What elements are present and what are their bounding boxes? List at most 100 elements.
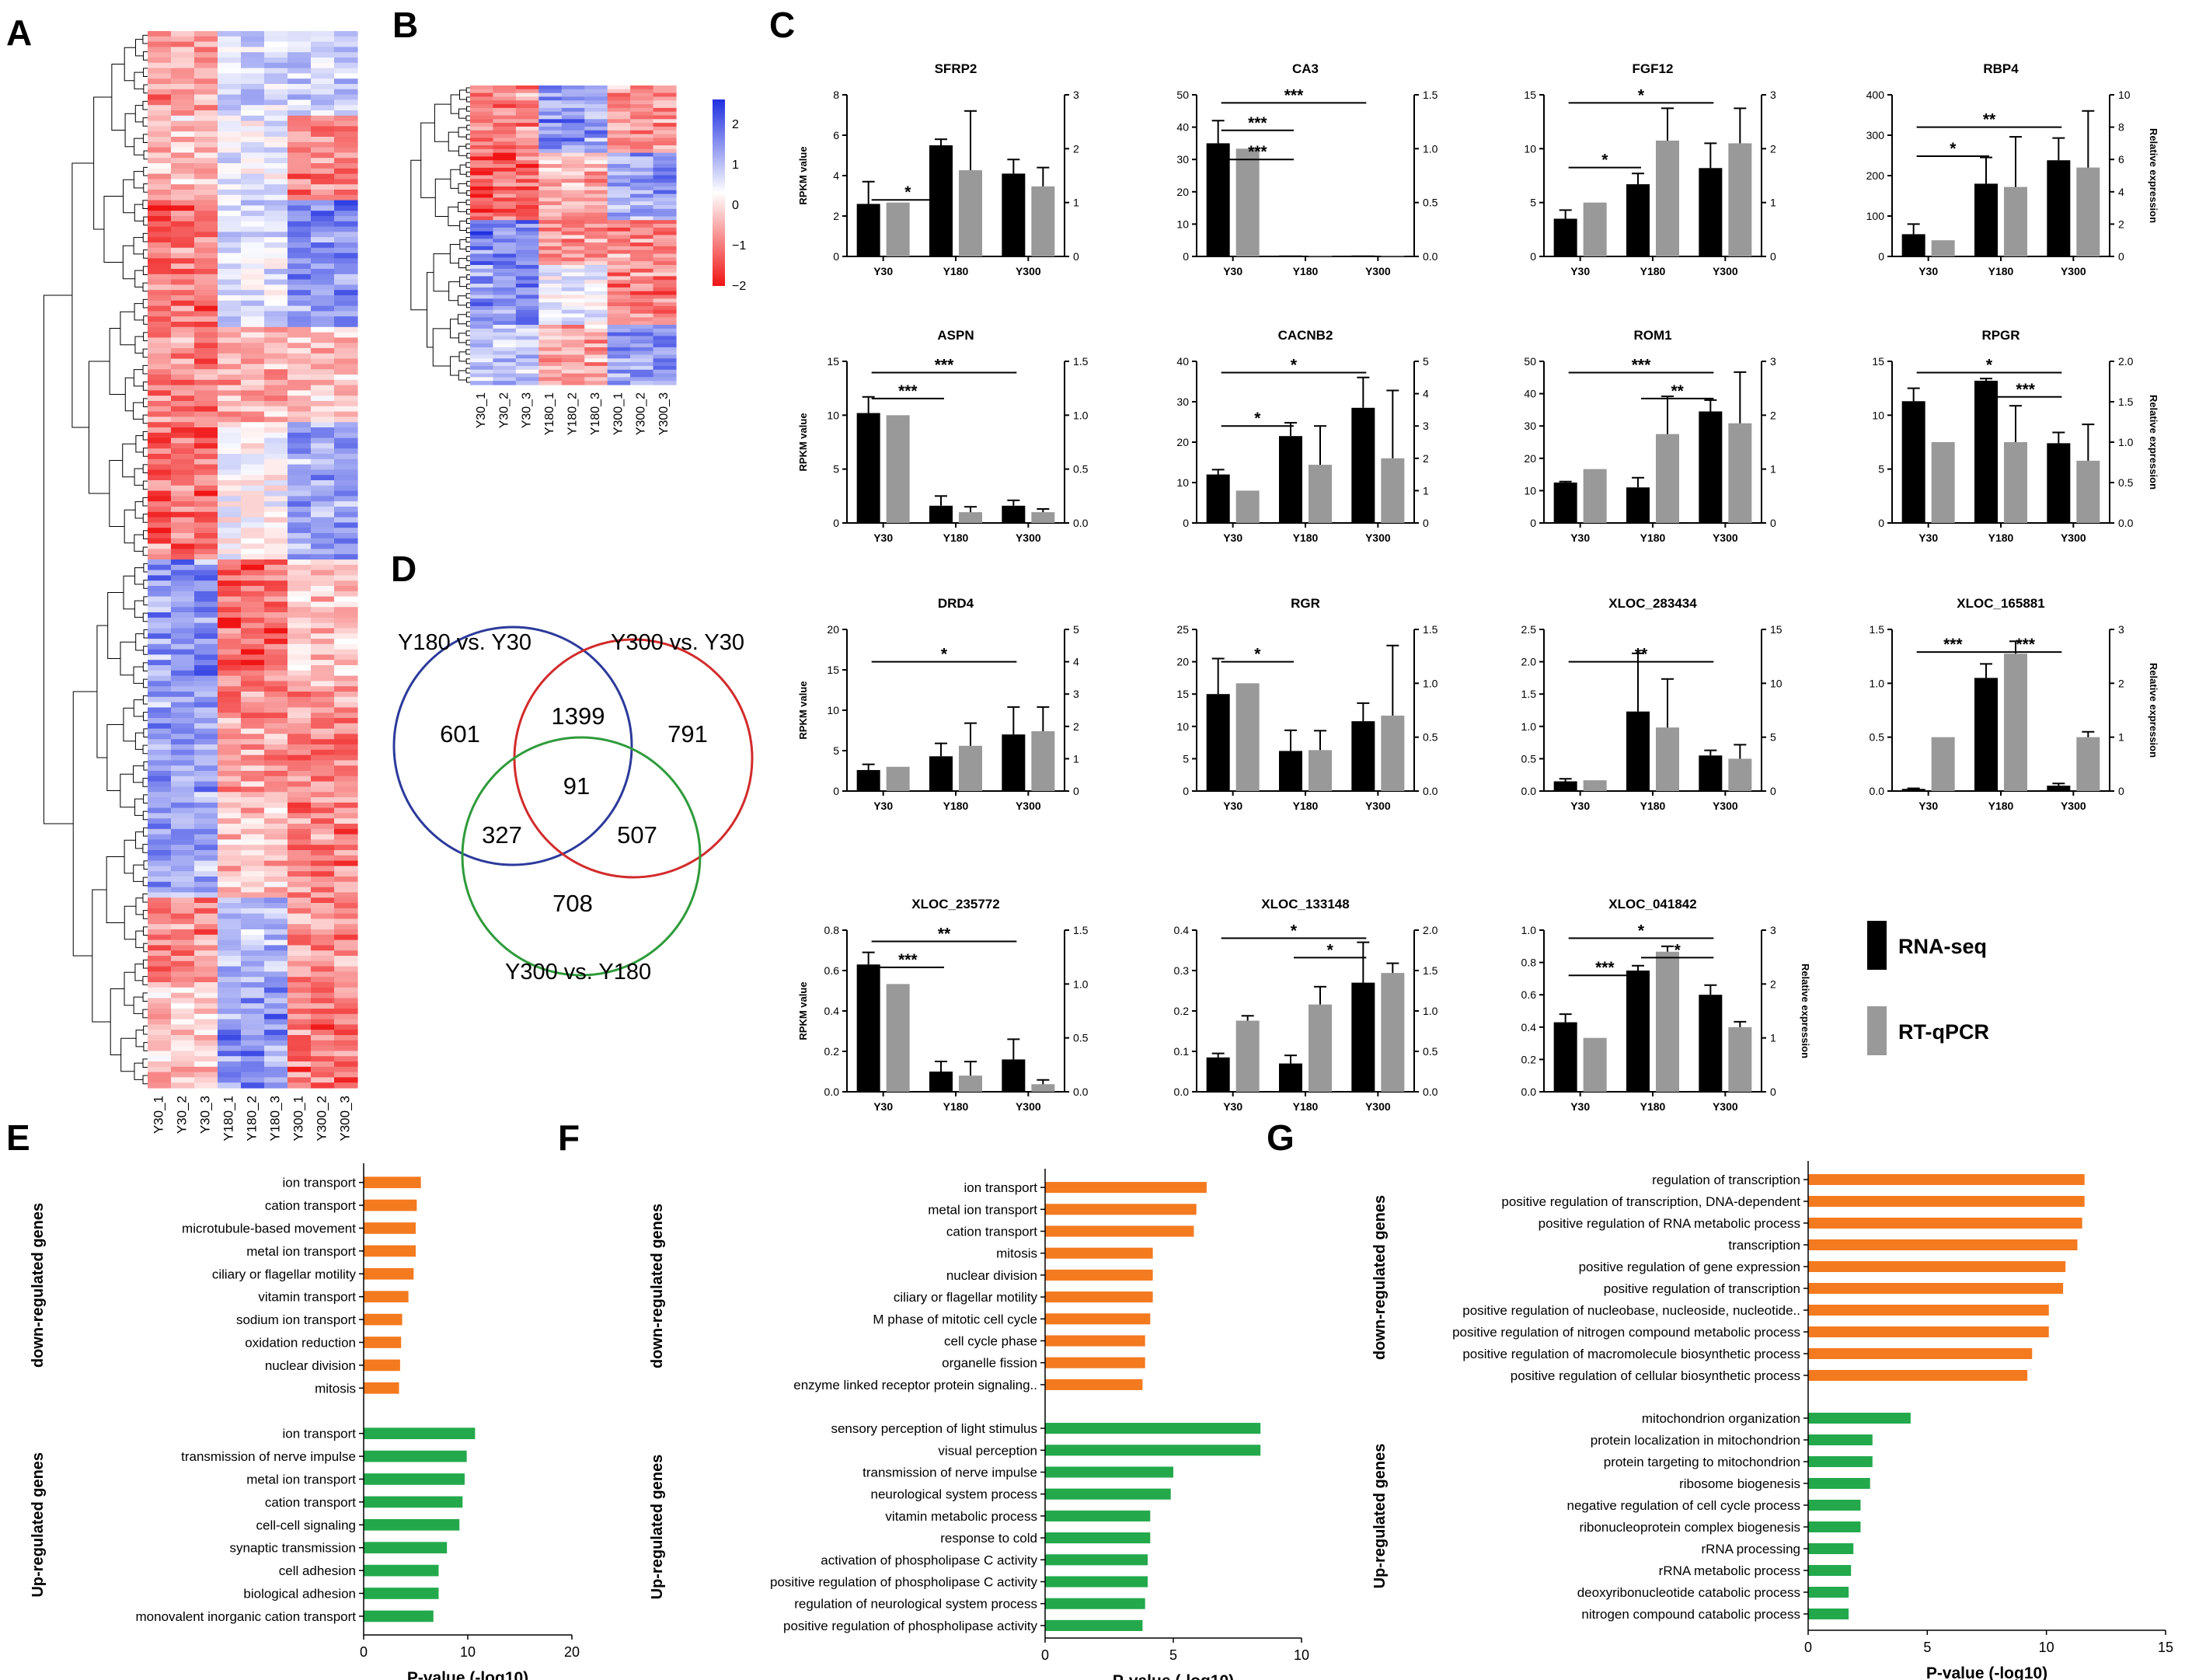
- dendrogram-branch: [107, 592, 124, 659]
- heatmap-cell: [288, 211, 312, 217]
- heatmap-cell: [218, 343, 242, 349]
- x-tick-label: Y30: [1918, 265, 1938, 277]
- heatmap-cell: [264, 390, 288, 396]
- dendrogram-branch: [134, 732, 144, 750]
- heatmap-cell: [218, 839, 242, 845]
- heatmap-cell: [241, 681, 265, 687]
- heatmap-cell: [194, 205, 218, 211]
- bar-rna-seq-y30: [856, 964, 880, 1092]
- dendrogram-branch: [135, 1030, 144, 1047]
- heatmap-cell: [311, 194, 335, 201]
- heatmap-cell: [194, 686, 218, 692]
- heatmap-cell: [561, 231, 585, 236]
- heatmap-cell: [218, 871, 242, 877]
- heatmap-cell: [241, 52, 265, 58]
- colorbar-tick-label: 1: [732, 159, 739, 172]
- heatmap-cell: [241, 607, 265, 613]
- heatmap-cell: [334, 36, 358, 43]
- heatmap-cell: [630, 134, 654, 138]
- x-tick-label: Y180: [1640, 800, 1666, 812]
- heatmap-cell: [241, 269, 265, 275]
- dendrogram-branch: [465, 330, 470, 336]
- heatmap-cell: [334, 771, 358, 777]
- heatmap-cell: [584, 227, 608, 232]
- heatmap-cell: [630, 373, 654, 378]
- heatmap-cell: [264, 417, 288, 423]
- heatmap-cell: [264, 918, 288, 925]
- heatmap-cell: [288, 881, 312, 888]
- heatmap-cell: [584, 362, 608, 367]
- heatmap-cell: [241, 469, 265, 476]
- x-tick-label: Y180: [943, 532, 969, 544]
- heatmap-cell: [264, 913, 288, 919]
- heatmap-cell: [241, 1077, 265, 1083]
- bar-rna-seq-y180: [1279, 1063, 1302, 1092]
- heatmap-cell: [148, 718, 172, 724]
- heatmap-cell: [264, 977, 288, 983]
- heatmap-cell: [584, 235, 608, 239]
- heatmap-cell: [584, 272, 608, 277]
- heatmap-cell: [241, 448, 265, 455]
- heatmap-cell: [288, 924, 312, 930]
- heatmap-cell: [334, 1072, 358, 1078]
- heatmap-cell: [311, 792, 335, 798]
- heatmap-cell: [194, 184, 218, 190]
- heatmap-cell: [194, 496, 218, 502]
- heatmap-cell: [194, 375, 218, 381]
- dendrogram-branch: [143, 860, 148, 870]
- heatmap-cell: [264, 269, 288, 275]
- left-tick-label: 5: [833, 744, 839, 757]
- heatmap-cell: [194, 78, 218, 85]
- heatmap-cell: [194, 158, 218, 164]
- heatmap-cell: [311, 881, 335, 888]
- heatmap-cell: [194, 977, 218, 983]
- heatmap-cell: [470, 107, 494, 113]
- heatmap-cell: [288, 903, 312, 909]
- heatmap-cell: [241, 744, 265, 751]
- heatmap-cell: [148, 120, 172, 127]
- right-tick-label: 0.5: [1423, 731, 1438, 744]
- right-tick-label: 1.5: [1073, 355, 1089, 368]
- heatmap-cell: [264, 633, 288, 640]
- heatmap-cell: [653, 212, 677, 218]
- heatmap-cell: [334, 786, 358, 793]
- heatmap-cell: [241, 855, 265, 862]
- dendrogram-branch: [134, 798, 144, 816]
- heatmap-cell: [584, 145, 608, 150]
- heatmap-cell: [194, 58, 218, 64]
- heatmap-cell: [264, 115, 288, 122]
- left-tick-label: 200: [1866, 169, 1885, 182]
- heatmap-cell: [470, 183, 494, 187]
- dendrogram-branch: [465, 171, 470, 177]
- heatmap-cell: [311, 522, 335, 528]
- x-tick-label: Y30: [1223, 265, 1242, 277]
- x-tick-label: 5: [1923, 1640, 1931, 1655]
- heatmap-cell: [607, 183, 631, 187]
- right-tick-label: 0: [1770, 250, 1776, 263]
- heatmap-cell: [334, 639, 358, 645]
- heatmap-cell: [311, 115, 335, 122]
- heatmap-b: Y30_1 Y30_2 Y30_3 Y180_1 Y180_2 Y180_3 Y300_1 Y…: [410, 85, 746, 435]
- heatmap-cell: [334, 702, 358, 708]
- heatmap-cell: [171, 692, 195, 698]
- heatmap-cell: [470, 186, 494, 191]
- left-tick-label: 0.0: [1174, 1086, 1190, 1098]
- heatmap-cell: [561, 107, 585, 113]
- heatmap-cell: [171, 73, 195, 79]
- heatmap-cell: [148, 845, 172, 851]
- heatmap-cell: [630, 156, 654, 161]
- down-term-label: ciliary or flagellar motility: [894, 1290, 1038, 1305]
- heatmap-cell: [311, 987, 335, 994]
- heatmap-cell: [334, 417, 358, 423]
- heatmap-cell: [493, 249, 517, 255]
- heatmap-cell: [218, 956, 242, 962]
- heatmap-cell: [288, 94, 312, 100]
- heatmap-cell: [538, 302, 563, 307]
- heatmap-cell: [218, 1056, 242, 1062]
- left-tick-label: 20: [1176, 186, 1189, 198]
- heatmap-cell: [515, 309, 539, 315]
- significance-label: ***: [1632, 357, 1651, 375]
- heatmap-cell: [653, 350, 677, 356]
- heatmap-cell: [607, 123, 631, 127]
- heatmap-cell: [493, 325, 517, 329]
